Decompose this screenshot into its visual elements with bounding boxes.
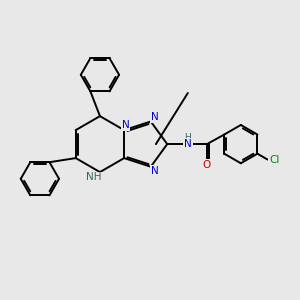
- Text: N: N: [151, 112, 159, 122]
- Text: H: H: [184, 133, 191, 142]
- Text: N: N: [122, 120, 130, 130]
- Text: Cl: Cl: [269, 154, 279, 165]
- Text: N: N: [184, 139, 192, 149]
- Text: N: N: [151, 166, 159, 176]
- Text: NH: NH: [86, 172, 102, 182]
- Text: O: O: [203, 160, 211, 170]
